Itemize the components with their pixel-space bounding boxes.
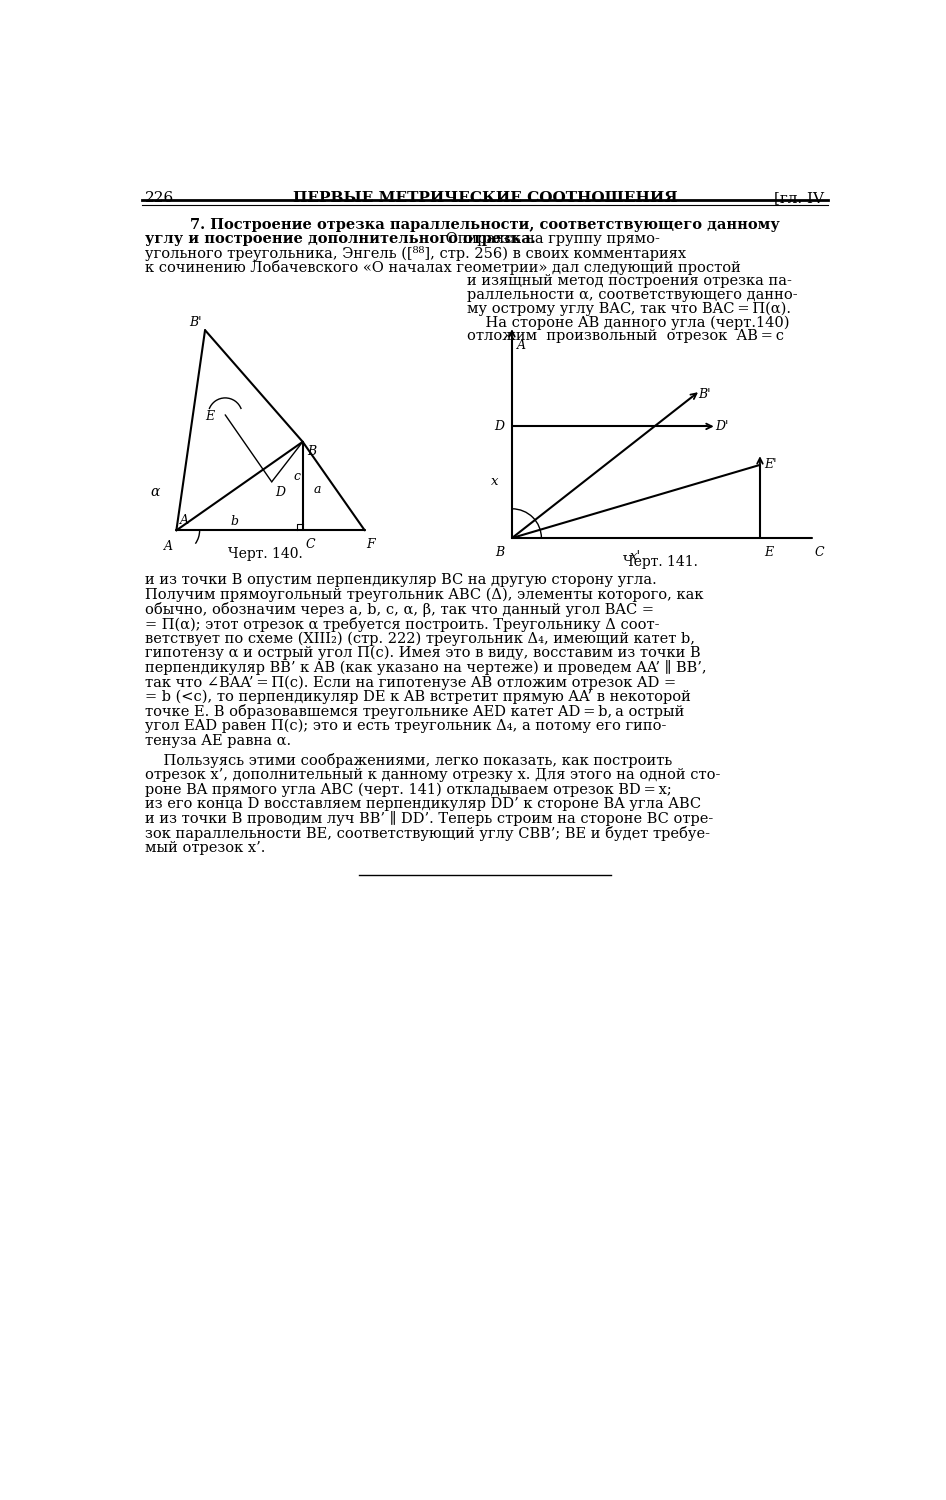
Text: точке E. В образовавшемся треугольнике AED катет AD = b, а острый: точке E. В образовавшемся треугольнике A… <box>146 705 685 720</box>
Text: = П(α); этот отрезок α требуется построить. Треугольнику Δ соот-: = П(α); этот отрезок α требуется построи… <box>146 616 660 632</box>
Text: гипотензу α и острый угол П(c). Имея это в виду, восставим из точки B: гипотензу α и острый угол П(c). Имея это… <box>146 646 701 660</box>
Text: B': B' <box>189 315 201 328</box>
Text: отложим  произвольный  отрезок  AB = c: отложим произвольный отрезок AB = c <box>467 330 784 344</box>
Text: D': D' <box>715 420 728 434</box>
Text: 7. Построение отрезка параллельности, соответствующего данному: 7. Построение отрезка параллельности, со… <box>190 219 780 232</box>
Text: Опираясь на группу прямо-: Опираясь на группу прямо- <box>441 232 659 246</box>
Text: ПЕРВЫЕ МЕТРИЧЕСКИЕ СООТНОШЕНИЯ: ПЕРВЫЕ МЕТРИЧЕСКИЕ СООТНОШЕНИЯ <box>292 190 677 206</box>
Text: и из точки B проводим луч BB’ ∥ DD’. Теперь строим на стороне BC отре-: и из точки B проводим луч BB’ ∥ DD’. Теп… <box>146 812 713 826</box>
Text: зок параллельности BE, соответствующий углу CBB’; BE и будет требуе-: зок параллельности BE, соответствующий у… <box>146 827 710 842</box>
Text: углу и построение дополнительного отрезка.: углу и построение дополнительного отрезк… <box>146 232 536 246</box>
Text: и из точки B опустим перпендикуляр BC на другую сторону угла.: и из точки B опустим перпендикуляр BC на… <box>146 573 657 586</box>
Text: раллельности α, соответствующего данно-: раллельности α, соответствующего данно- <box>467 288 797 302</box>
Text: B': B' <box>698 387 710 400</box>
Text: му острому углу BAC, так что BAC = Π(α).: му острому углу BAC, так что BAC = Π(α). <box>467 302 791 316</box>
Text: Черт. 141.: Черт. 141. <box>623 555 698 568</box>
Text: A: A <box>181 513 189 526</box>
Text: F: F <box>366 538 375 550</box>
Text: A: A <box>517 339 526 352</box>
Text: c: c <box>293 470 301 483</box>
Text: Получим прямоугольный треугольник ABC (Δ), элементы которого, как: Получим прямоугольный треугольник ABC (Δ… <box>146 588 704 602</box>
Text: На стороне AB данного угла (черт.140): На стороне AB данного угла (черт.140) <box>467 315 790 330</box>
Text: a: a <box>313 483 321 496</box>
Text: E: E <box>763 546 773 560</box>
Text: мый отрезок x’.: мый отрезок x’. <box>146 840 266 855</box>
Text: E: E <box>205 410 215 423</box>
Text: к сочинению Лобачевского «О началах геометрии» дал следующий простой: к сочинению Лобачевского «О началах геом… <box>146 260 742 274</box>
Text: D: D <box>494 420 504 434</box>
Text: x: x <box>490 476 498 489</box>
Text: обычно, обозначим через a, b, c, α, β, так что данный угол BAC =: обычно, обозначим через a, b, c, α, β, т… <box>146 602 655 616</box>
Text: из его конца D восставляем перпендикуляр DD’ к стороне BA угла ABC: из его конца D восставляем перпендикуляр… <box>146 796 702 812</box>
Text: B: B <box>307 446 317 458</box>
Text: роне BA прямого угла ABC (черт. 141) откладываем отрезок BD = x;: роне BA прямого угла ABC (черт. 141) отк… <box>146 782 672 796</box>
Text: B: B <box>495 546 504 560</box>
Text: E': E' <box>764 459 777 471</box>
Text: A: A <box>165 540 173 552</box>
Text: C: C <box>306 538 315 550</box>
Text: [гл. IV: [гл. IV <box>774 190 824 206</box>
Text: ветствует по схеме (XIII₂) (стр. 222) треугольник Δ₄, имеющий катет b,: ветствует по схеме (XIII₂) (стр. 222) тр… <box>146 632 695 645</box>
Text: C: C <box>815 546 825 560</box>
Text: тенуза AE равна α.: тенуза AE равна α. <box>146 734 291 747</box>
Text: и изящный метод построения отрезка па-: и изящный метод построения отрезка па- <box>467 274 792 288</box>
Text: b: b <box>230 516 238 528</box>
Text: угол EAD равен П(c); это и есть треугольник Δ₄, а потому его гипо-: угол EAD равен П(c); это и есть треуголь… <box>146 718 667 734</box>
Text: D: D <box>274 486 285 500</box>
Text: Черт. 140.: Черт. 140. <box>228 548 303 561</box>
Text: угольного треугольника, Энгель ([⁸⁸], стр. 256) в своих комментариях: угольного треугольника, Энгель ([⁸⁸], ст… <box>146 246 687 261</box>
Text: отрезок x’, дополнительный к данному отрезку x. Для этого на одной сто-: отрезок x’, дополнительный к данному отр… <box>146 768 721 782</box>
Text: Пользуясь этими соображениями, легко показать, как построить: Пользуясь этими соображениями, легко пок… <box>146 753 673 768</box>
Text: = b (<c), то перпендикуляр DE к AB встретит прямую AA’ в некоторой: = b (<c), то перпендикуляр DE к AB встре… <box>146 690 692 703</box>
Text: x': x' <box>630 550 641 564</box>
Text: 226: 226 <box>146 190 175 206</box>
Text: так что ∠BAA’ = П(c). Если на гипотенузе AB отложим отрезок AD =: так что ∠BAA’ = П(c). Если на гипотенузе… <box>146 675 676 690</box>
Text: α: α <box>150 484 159 500</box>
Text: перпендикуляр BB’ к AB (как указано на чертеже) и проведем AA’ ∥ BB’,: перпендикуляр BB’ к AB (как указано на ч… <box>146 660 707 675</box>
